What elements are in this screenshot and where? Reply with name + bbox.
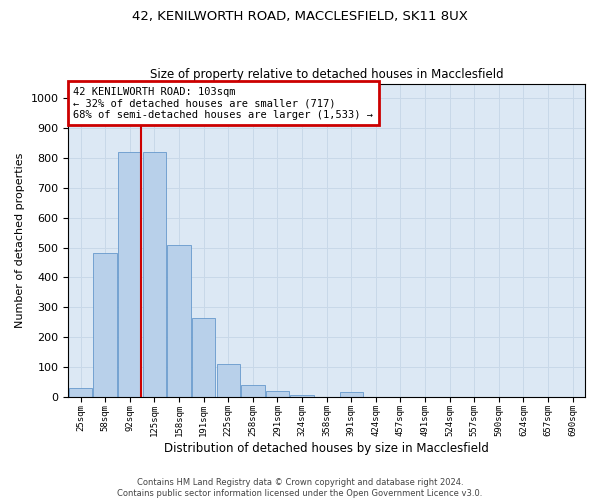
Bar [290,395,314,396]
Bar [167,244,191,396]
Bar [241,384,265,396]
Text: 42, KENILWORTH ROAD, MACCLESFIELD, SK11 8UX: 42, KENILWORTH ROAD, MACCLESFIELD, SK11 … [132,10,468,23]
Title: Size of property relative to detached houses in Macclesfield: Size of property relative to detached ho… [150,68,503,81]
Bar [118,152,142,396]
Bar [340,392,363,396]
Bar [94,254,117,396]
X-axis label: Distribution of detached houses by size in Macclesfield: Distribution of detached houses by size … [164,442,489,455]
Y-axis label: Number of detached properties: Number of detached properties [15,152,25,328]
Bar [266,390,289,396]
Bar [192,318,215,396]
Bar [143,152,166,396]
Text: Contains HM Land Registry data © Crown copyright and database right 2024.
Contai: Contains HM Land Registry data © Crown c… [118,478,482,498]
Text: 42 KENILWORTH ROAD: 103sqm
← 32% of detached houses are smaller (717)
68% of sem: 42 KENILWORTH ROAD: 103sqm ← 32% of deta… [73,86,373,120]
Bar [217,364,240,396]
Bar [69,388,92,396]
